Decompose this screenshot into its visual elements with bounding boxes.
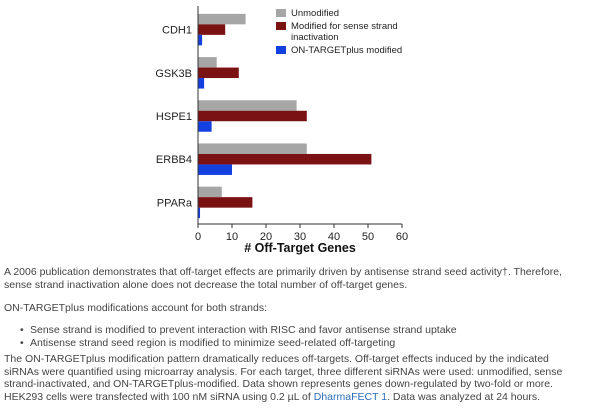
bar-cdh1-2 <box>198 24 226 35</box>
legend-swatch-2 <box>276 22 286 30</box>
x-tick-label: 50 <box>362 231 374 243</box>
x-tick-label: 60 <box>396 231 408 243</box>
category-label: CDH1 <box>162 25 192 37</box>
bullet-list: Sense strand is modified to prevent inte… <box>4 324 584 349</box>
bullet-item: Sense strand is modified to prevent inte… <box>4 324 584 337</box>
bar-hspe1-1 <box>198 100 297 111</box>
bar-hspe1-2 <box>198 110 307 122</box>
paragraph-modifications: ON-TARGETplus modifications account for … <box>4 302 267 314</box>
bar-erbb4-1 <box>198 143 307 154</box>
bullet-list-wrapper: Sense strand is modified to prevent inte… <box>4 324 584 349</box>
category-label: GSK3B <box>155 68 192 80</box>
bar-erbb4-2 <box>198 153 372 165</box>
bar-ppara-3 <box>198 207 201 219</box>
results-text: The ON-TARGETplus modification pattern d… <box>4 353 563 403</box>
category-label: ERBB4 <box>156 154 192 166</box>
bar-gsk3b-1 <box>198 57 217 68</box>
legend-label: ON-TARGETplus modified <box>291 45 402 56</box>
bar-erbb4-3 <box>198 164 232 175</box>
bar-cdh1-1 <box>198 13 246 25</box>
category-label: PPARa <box>157 197 193 209</box>
x-tick-label: 20 <box>260 231 272 243</box>
off-target-bar-chart: CDH1 GSK3B HSPE1 ERBB4 PPARa 0 10 20 30 40 50 60 # O… <box>155 6 408 255</box>
x-tick-label: 10 <box>226 231 238 243</box>
legend-label: Unmodified <box>291 8 339 19</box>
category-label: HSPE1 <box>156 111 192 123</box>
bar-cdh1-3 <box>198 34 203 46</box>
x-tick-label: 40 <box>328 231 340 243</box>
legend-label: Modified for sense strand <box>291 21 398 32</box>
dharmafect-link[interactable]: DharmaFECT 1 <box>313 390 388 403</box>
bullet-item: Antisense strand seed region is modified… <box>4 337 584 350</box>
paragraph-intro: A 2006 publication demonstrates that off… <box>4 266 562 291</box>
bar-gsk3b-3 <box>198 78 205 89</box>
bar-ppara-1 <box>198 186 222 198</box>
bar-gsk3b-2 <box>198 67 239 79</box>
legend-label: inactivation <box>291 32 339 43</box>
x-tick-label: 30 <box>294 231 306 243</box>
paragraph-results: The ON-TARGETplus modification pattern d… <box>4 353 584 403</box>
legend-swatch-1 <box>276 9 286 17</box>
legend-swatch-3 <box>276 46 286 54</box>
bar-hspe1-3 <box>198 121 212 132</box>
bar-ppara-2 <box>198 197 253 208</box>
results-text-end: . Data was analyzed at 24 hours. <box>387 390 540 403</box>
x-axis-title: # Off-Target Genes <box>244 241 356 255</box>
x-tick-label: 0 <box>195 231 201 243</box>
